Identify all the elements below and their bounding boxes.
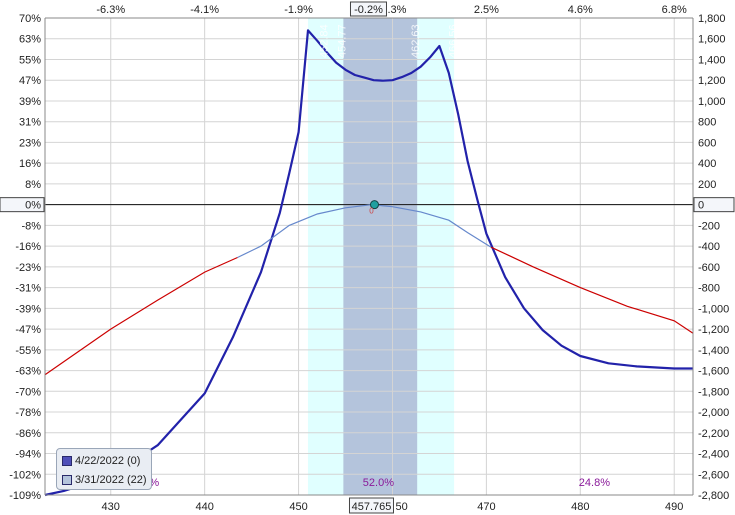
left-zero-highlight: 0% xyxy=(25,200,41,212)
right-zero-box xyxy=(693,197,735,213)
top-tick-label-0: -6.3% xyxy=(96,4,125,16)
legend-item-today[interactable]: 3/31/2022 (22) xyxy=(62,472,151,487)
legend-item-expiry[interactable]: 4/22/2022 (0) xyxy=(62,453,151,468)
left-tick-label-13: -31% xyxy=(15,283,41,295)
top-highlight-label: -0.2% xyxy=(354,4,383,16)
probability-label-2: 24.8% xyxy=(579,477,610,489)
bands xyxy=(307,18,455,495)
legend-label-today: 3/31/2022 (22) xyxy=(75,473,147,486)
left-tick-label-20: -86% xyxy=(15,428,41,440)
right-tick-label-19: -2,000 xyxy=(698,407,729,419)
left-tick-label-11: -16% xyxy=(15,241,41,253)
left-tick-label-1: 63% xyxy=(19,34,41,46)
left-tick-label-8: 8% xyxy=(25,179,41,191)
x-partial-label: 50 xyxy=(395,501,407,513)
left-tick-label-10: -8% xyxy=(21,220,41,232)
series-layer xyxy=(44,29,694,497)
x-tick-label-1: 440 xyxy=(195,501,213,513)
left-tick-label-21: -94% xyxy=(15,449,41,461)
left-tick-label-23: -109% xyxy=(9,490,41,502)
top-tick-label-1: -4.1% xyxy=(190,4,219,16)
right-tick-label-23: -2,800 xyxy=(698,490,729,502)
legend: 4/22/2022 (0) 3/31/2022 (22) xyxy=(56,448,152,490)
right-tick-label-22: -2,600 xyxy=(698,469,729,481)
right-tick-label-12: -600 xyxy=(698,262,720,274)
left-tick-label-18: -70% xyxy=(15,386,41,398)
right-tick-label-3: 1,200 xyxy=(698,75,726,87)
band-label-0: 452.84 xyxy=(319,24,331,58)
legend-swatch-today xyxy=(62,474,72,485)
probability-label-1: 52.0% xyxy=(363,477,394,489)
top-tick-label-2: -1.9% xyxy=(284,4,313,16)
right-tick-label-11: -400 xyxy=(698,241,720,253)
legend-label-expiry: 4/22/2022 (0) xyxy=(75,454,141,467)
right-zero-highlight: 0 xyxy=(698,200,704,212)
right-tick-label-15: -1,200 xyxy=(698,324,729,336)
left-tick-label-16: -55% xyxy=(15,345,41,357)
left-tick-label-6: 23% xyxy=(19,137,41,149)
band-label-2: 462.63 xyxy=(410,24,422,58)
left-tick-label-3: 47% xyxy=(19,75,41,87)
right-tick-label-7: 400 xyxy=(698,158,716,170)
left-tick-label-4: 39% xyxy=(19,96,41,108)
band-label-3: 466.56 xyxy=(447,24,459,58)
right-tick-label-8: 200 xyxy=(698,179,716,191)
left-tick-label-12: -23% xyxy=(15,262,41,274)
band-label-1: 454.77 xyxy=(337,24,349,58)
series-line-today-right xyxy=(490,246,694,334)
left-tick-label-7: 16% xyxy=(19,158,41,170)
top-tick-label-6: 6.8% xyxy=(662,4,687,16)
left-tick-label-5: 31% xyxy=(19,117,41,129)
range-band-1 xyxy=(343,18,418,495)
right-tick-label-1: 1,600 xyxy=(698,34,726,46)
left-tick-label-19: -78% xyxy=(15,407,41,419)
x-tick-label-5: 480 xyxy=(571,501,589,513)
right-tick-label-16: -1,400 xyxy=(698,345,729,357)
left-tick-label-0: 70% xyxy=(19,13,41,25)
top-tick-label-5: 4.6% xyxy=(568,4,593,16)
current-price-marker xyxy=(369,200,379,210)
x-tick-label-6: 490 xyxy=(665,501,683,513)
left-tick-label-2: 55% xyxy=(19,54,41,66)
left-tick-label-22: -102% xyxy=(9,469,41,481)
right-tick-label-18: -1,800 xyxy=(698,386,729,398)
left-tick-label-17: -63% xyxy=(15,366,41,378)
left-zero-box xyxy=(0,197,45,213)
current-price-label: 457.765 xyxy=(352,501,392,513)
right-tick-label-14: -1,000 xyxy=(698,303,729,315)
right-tick-label-20: -2,200 xyxy=(698,428,729,440)
series-line-expiry xyxy=(44,29,693,497)
marker-label: 0 xyxy=(369,207,374,216)
top-partial-label: .3% xyxy=(387,4,406,16)
right-tick-label-2: 1,400 xyxy=(698,54,726,66)
right-tick-label-10: -200 xyxy=(698,220,720,232)
current-price-box xyxy=(348,497,394,514)
series-line-today-left xyxy=(44,256,238,376)
legend-swatch-expiry xyxy=(62,455,72,466)
left-tick-label-14: -39% xyxy=(15,303,41,315)
right-tick-label-21: -2,400 xyxy=(698,449,729,461)
right-tick-label-4: 1,000 xyxy=(698,96,726,108)
left-tick-label-15: -47% xyxy=(15,324,41,336)
top-tick-label-4: 2.5% xyxy=(474,4,499,16)
right-tick-label-17: -1,600 xyxy=(698,366,729,378)
right-tick-label-13: -800 xyxy=(698,283,720,295)
top-highlight-box xyxy=(349,1,387,17)
right-tick-label-5: 800 xyxy=(698,117,716,129)
x-tick-label-4: 470 xyxy=(477,501,495,513)
x-tick-label-2: 450 xyxy=(289,501,307,513)
right-tick-label-0: 1,800 xyxy=(698,13,726,25)
x-tick-label-0: 430 xyxy=(102,501,120,513)
right-tick-label-6: 600 xyxy=(698,137,716,149)
